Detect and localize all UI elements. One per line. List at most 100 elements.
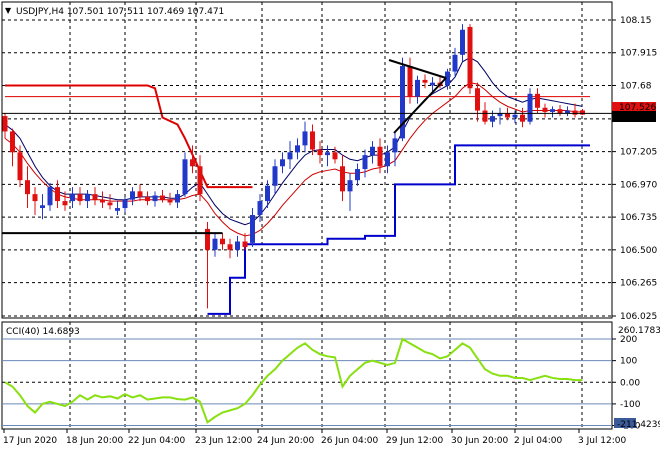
- time-tick-label: 26 Jun 04:00: [321, 436, 378, 446]
- candle-body: [100, 199, 105, 203]
- candle-body: [47, 187, 53, 206]
- time-tick-label: 22 Jun 04:00: [128, 436, 185, 446]
- price-tick-label: 108.15: [620, 16, 652, 26]
- candle-body: [482, 110, 488, 122]
- candle-body: [460, 29, 465, 55]
- candle-body: [130, 191, 135, 200]
- chart-header-title: USDJPY,H4 107.501 107.511 107.469 107.47…: [16, 7, 224, 17]
- candle-body: [385, 152, 390, 167]
- price-tick-label: 107.205: [620, 148, 657, 158]
- candle-body: [257, 201, 263, 216]
- price-tick-label: 106.265: [620, 279, 657, 289]
- candle-body: [340, 166, 345, 192]
- candle-body: [287, 152, 293, 160]
- collapse-toggle-icon[interactable]: ▼: [5, 6, 12, 15]
- candle-body: [310, 131, 315, 150]
- candle-body: [190, 159, 195, 167]
- candle-body: [445, 71, 450, 86]
- cci-tick-label: 200: [620, 335, 637, 345]
- candle-body: [220, 238, 225, 245]
- candle-body: [295, 145, 300, 153]
- candle-body: [355, 169, 360, 181]
- triangle-upper-edge[interactable]: [388, 59, 447, 79]
- time-tick-label: 23 Jun 12:00: [195, 436, 252, 446]
- cci-header: CCI(40) 14.6893: [6, 327, 80, 337]
- cci-pane[interactable]: [1, 321, 613, 430]
- candle-body: [370, 146, 375, 156]
- candle-body: [17, 152, 23, 181]
- blue-trailing-stop: [207, 144, 590, 315]
- cci-min-box: [614, 418, 636, 428]
- cci-max-label: 260.1783: [618, 326, 660, 336]
- candle-body: [235, 241, 240, 250]
- price-tick-label: 106.735: [620, 213, 657, 223]
- time-tick-label: 24 Jun 20:00: [257, 436, 314, 446]
- candle-body: [280, 159, 285, 167]
- candle-body: [520, 114, 525, 122]
- candle-body: [115, 208, 120, 211]
- time-tick-label: 29 Jun 12:00: [386, 436, 443, 446]
- candle-body: [452, 54, 458, 72]
- candle-body: [145, 196, 150, 202]
- time-tick-label: 17 Jun 2020: [3, 436, 57, 446]
- candle-body: [77, 194, 83, 202]
- price-tick-label: 107.68: [620, 81, 652, 91]
- candle-body: [182, 159, 188, 195]
- candle-body: [302, 131, 308, 146]
- candle-body: [265, 185, 270, 202]
- candle-body: [137, 191, 143, 197]
- triangle-lower-edge[interactable]: [393, 77, 447, 134]
- price-axis[interactable]: 108.15107.915107.68107.44107.205106.9701…: [612, 16, 657, 322]
- candle-body: [92, 194, 98, 200]
- cci-tick-label: 100: [620, 357, 637, 367]
- price-tick-label: 106.500: [620, 246, 657, 256]
- candle-body: [475, 88, 480, 111]
- candle-body: [175, 194, 180, 203]
- cci-tick-label: -100: [620, 400, 641, 410]
- candle-body: [362, 155, 368, 170]
- candle-body: [505, 113, 510, 118]
- candle-body: [535, 93, 540, 108]
- candle-body: [557, 109, 563, 114]
- candle-body: [242, 241, 248, 248]
- time-tick-label: 18 Jun 20:00: [66, 436, 123, 446]
- candle-body: [2, 116, 8, 132]
- candle-body: [40, 205, 45, 209]
- cci-tick-label: 0.00: [620, 378, 640, 388]
- candle-body: [467, 26, 473, 89]
- candle-body: [490, 116, 495, 122]
- ma-fast-line: [4, 57, 583, 226]
- candle-body: [392, 138, 398, 153]
- candle-body: [422, 79, 428, 83]
- time-tick-label: 3 Jul 12:00: [578, 436, 627, 446]
- price-tick-label: 106.970: [620, 180, 657, 190]
- candle-body: [62, 201, 68, 206]
- current-price-box: [612, 111, 656, 122]
- candle-body: [212, 238, 218, 250]
- candle-body: [377, 146, 383, 167]
- cci-min-label: -211.4239: [617, 420, 660, 430]
- candle-body: [205, 228, 210, 250]
- candle-body: [347, 180, 353, 192]
- candle-body: [497, 113, 503, 117]
- upper-marker-label: 107.526: [619, 103, 656, 113]
- time-tick-label: 2 Jul 04:00: [514, 436, 563, 446]
- candle-body: [25, 180, 30, 195]
- candle-body: [572, 110, 578, 115]
- time-axis[interactable]: 17 Jun 2020 18 Jun 20:00 22 Jun 04:00 23 Ju…: [3, 429, 627, 446]
- current-price-label: 107.471: [619, 113, 656, 123]
- candle-body: [55, 187, 60, 202]
- candle-body: [317, 149, 323, 156]
- cci-line: [4, 337, 583, 424]
- price-tick-label: 107.915: [620, 49, 657, 59]
- triangle-drawing[interactable]: [388, 59, 447, 134]
- candle-body: [565, 110, 570, 114]
- candle-body: [527, 93, 533, 122]
- candle-body: [152, 195, 158, 202]
- price-pane[interactable]: [1, 1, 613, 319]
- candle-body: [85, 194, 90, 202]
- candle-body: [32, 194, 38, 202]
- horizontal-lines: [2, 112, 612, 235]
